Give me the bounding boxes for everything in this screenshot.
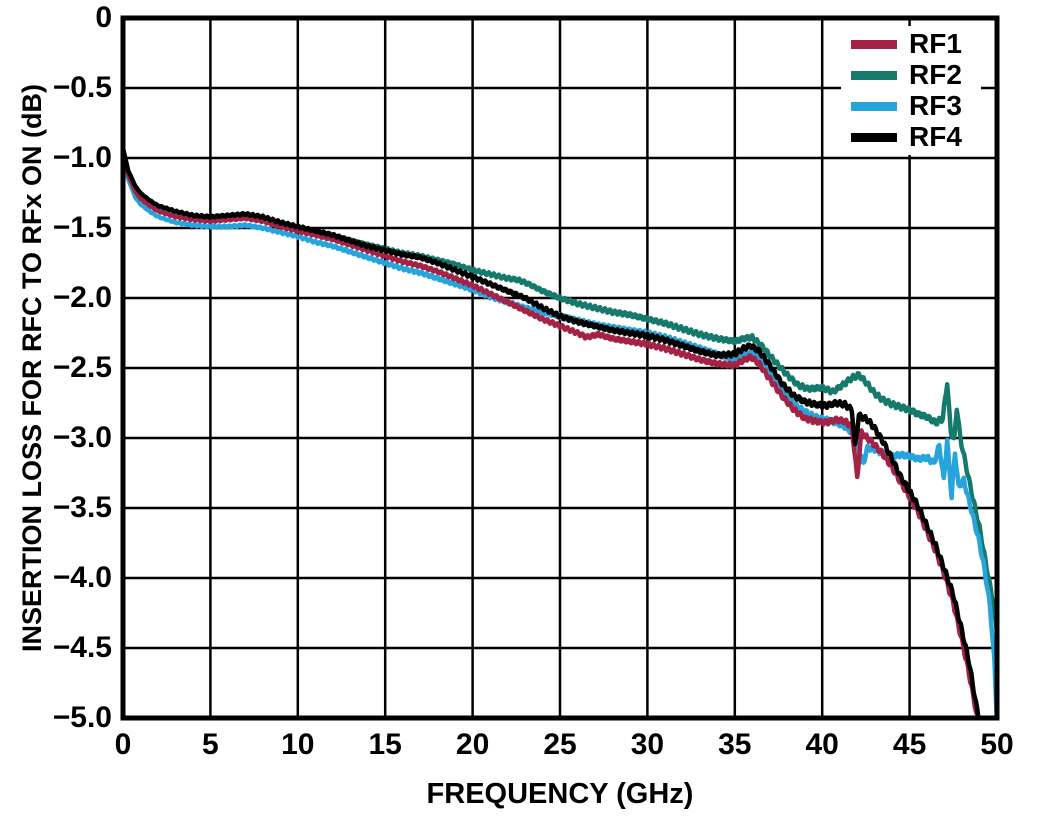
legend: RF1 RF2 RF3 RF4 <box>841 26 981 155</box>
series-rf1-line <box>123 147 980 718</box>
y-tick-label: −2.5 <box>52 351 112 384</box>
x-tick-label: 15 <box>368 728 402 761</box>
legend-label: RF3 <box>909 90 962 121</box>
legend-item-rf2: RF2 <box>851 59 981 90</box>
x-tick-label: 20 <box>455 728 490 761</box>
y-tick-label: −4.0 <box>52 561 112 594</box>
x-tick-label: 45 <box>892 728 927 761</box>
y-tick-label: −1.5 <box>52 211 112 244</box>
x-tick-label: 35 <box>718 728 752 761</box>
y-tick-label: −0.5 <box>52 71 112 104</box>
y-tick-label: −3.0 <box>52 421 112 454</box>
legend-label: RF2 <box>909 59 962 90</box>
x-axis-title: FREQUENCY (GHz) <box>426 778 694 810</box>
legend-swatch-rf4 <box>851 132 897 142</box>
y-tick-label: 0 <box>95 1 112 34</box>
y-tick-label: −4.5 <box>52 631 112 664</box>
legend-swatch-rf3 <box>851 101 897 111</box>
y-axis-title: INSERTION LOSS FOR RFC TO RFx ON (dB) <box>17 84 47 653</box>
legend-item-rf1: RF1 <box>851 28 981 59</box>
plot-border <box>120 15 1000 721</box>
y-tick-label: −2.0 <box>52 281 112 314</box>
x-tick-label: 10 <box>281 728 315 761</box>
legend-swatch-rf2 <box>851 70 897 80</box>
legend-item-rf4: RF4 <box>851 121 981 152</box>
series-rf4-line <box>123 145 981 718</box>
x-tick-label: 40 <box>805 728 839 761</box>
legend-item-rf3: RF3 <box>851 90 981 121</box>
x-tick-label: 25 <box>543 728 577 761</box>
x-tick-label: 5 <box>202 728 219 761</box>
x-tick-label: 50 <box>980 728 1014 761</box>
legend-swatch-rf1 <box>851 39 897 49</box>
legend-label: RF4 <box>909 121 962 152</box>
x-tick-label: 30 <box>630 728 665 761</box>
y-tick-label: −3.5 <box>52 491 112 524</box>
y-tick-label: −1.0 <box>52 141 112 174</box>
legend-label: RF1 <box>909 28 962 59</box>
x-tick-label: 0 <box>114 728 132 761</box>
y-tick-label: −5.0 <box>52 701 112 734</box>
